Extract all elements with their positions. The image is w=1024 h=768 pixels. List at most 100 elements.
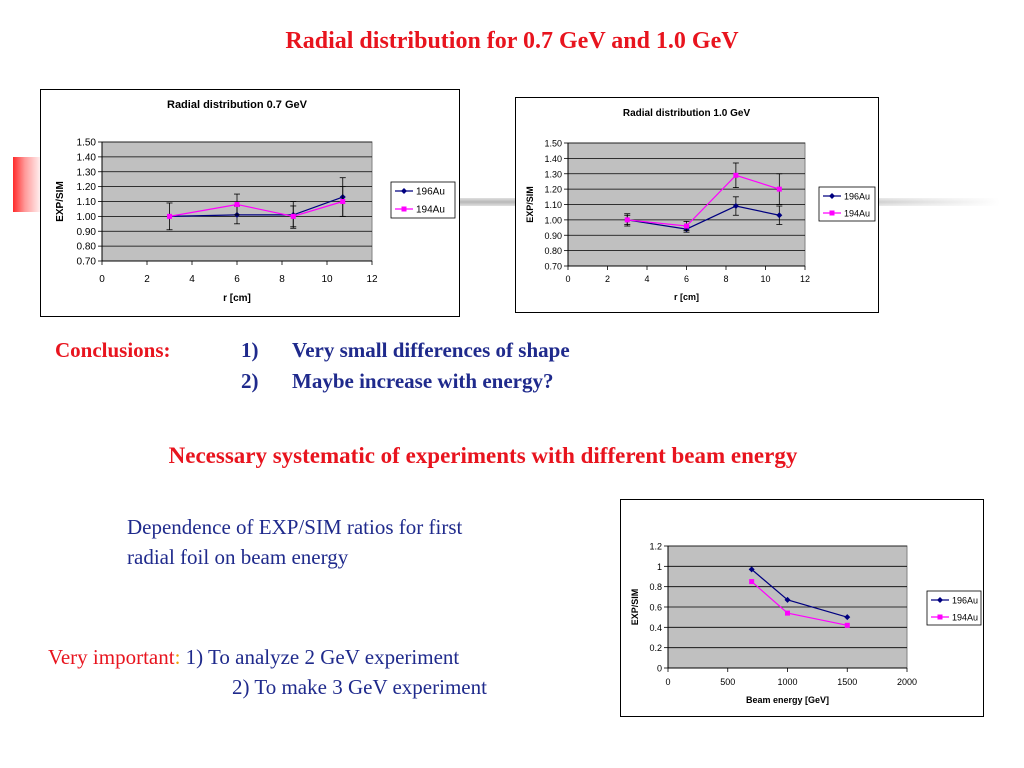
x-tick-label: 8 xyxy=(279,274,285,285)
point-194Au xyxy=(684,223,689,229)
dependence-line-2: radial foil on beam energy xyxy=(127,545,349,569)
decorative-red-gradient xyxy=(13,157,43,212)
y-tick-label: 0.8 xyxy=(649,582,662,592)
x-tick-label: 1000 xyxy=(777,677,797,687)
y-tick-label: 0.90 xyxy=(544,231,562,241)
point-194Au xyxy=(167,213,172,219)
y-tick-label: 0.4 xyxy=(649,623,662,633)
y-tick-label: 1 xyxy=(657,562,662,572)
dependence-line-1: Dependence of EXP/SIM ratios for first xyxy=(127,515,463,539)
x-tick-label: 2 xyxy=(605,274,610,284)
legend-label-196Au: 196Au xyxy=(844,192,870,202)
chart-title: Radial distribution 1.0 GeV xyxy=(623,108,751,119)
legend-label-194Au: 194Au xyxy=(952,613,978,623)
point-194Au xyxy=(290,213,296,219)
y-tick-label: 0.6 xyxy=(649,603,662,613)
legend-marker-194Au xyxy=(401,206,407,212)
legend-label-196Au: 196Au xyxy=(416,187,445,198)
point-196Au xyxy=(748,566,755,573)
y-tick-label: 0.70 xyxy=(544,262,562,272)
point-194Au xyxy=(340,199,346,204)
legend-box xyxy=(926,590,982,626)
legend-marker-194Au xyxy=(829,210,835,216)
y-tick-label: 1.50 xyxy=(544,139,562,149)
series-line-194Au xyxy=(169,200,343,217)
chart-beam-energy: 0 0.2 0.4 0.6 0.8 1 1.2 0 500 1000 1500 2000 Beam en… xyxy=(620,499,984,717)
y-tick-label: 0.80 xyxy=(544,246,562,256)
slide-title: Radial distribution for 0.7 GeV and 1.0 … xyxy=(285,28,739,54)
y-tick-label: 1.20 xyxy=(544,185,562,195)
y-tick-label: 0.90 xyxy=(77,227,97,238)
y-tick-label: 1.30 xyxy=(77,167,97,178)
chart-1-svg: Radial distribution 1.0 GeV 0.70 0.80 0.90 1… xyxy=(525,108,876,302)
y-tick-label: 1.10 xyxy=(544,200,562,210)
x-tick-label: 1500 xyxy=(837,677,857,687)
x-tick-label: 4 xyxy=(644,274,649,284)
y-axis-label: EXP/SIM xyxy=(525,186,535,223)
y-tick-label: 0.80 xyxy=(77,242,97,253)
x-tick-label: 0 xyxy=(665,677,670,687)
y-tick-label: 0.70 xyxy=(77,257,97,268)
important-item-1: 1) To analyze 2 GeV experiment xyxy=(185,645,460,669)
y-tick-label: 1.00 xyxy=(544,215,562,225)
y-tick-label: 1.30 xyxy=(544,169,562,179)
x-axis-label: Beam energy [GeV] xyxy=(746,695,829,705)
point-194Au xyxy=(234,201,240,207)
very-important-label: Very important xyxy=(48,645,175,669)
x-tick-label: 4 xyxy=(189,274,195,285)
x-axis-label: r [cm] xyxy=(223,293,251,304)
chart-radial-1-0-gev: Radial distribution 1.0 GeV 0.70 0.80 0.90 1… xyxy=(515,97,879,313)
y-tick-label: 0 xyxy=(657,664,662,674)
important-item-2: 2) To make 3 GeV experiment xyxy=(232,675,487,699)
point-196Au xyxy=(732,203,739,210)
x-tick-label: 10 xyxy=(321,274,333,285)
x-tick-label: 8 xyxy=(723,274,728,284)
x-tick-label: 12 xyxy=(366,274,378,285)
conclusion-1-text: Very small differences of shape xyxy=(292,338,570,362)
conclusions-label: Conclusions: xyxy=(55,338,171,362)
point-194Au xyxy=(844,622,850,628)
y-tick-label: 1.40 xyxy=(544,154,562,164)
point-194Au xyxy=(624,217,630,223)
legend-label-194Au: 194Au xyxy=(416,205,445,216)
legend-label-194Au: 194Au xyxy=(844,209,870,219)
point-196Au xyxy=(784,596,791,603)
point-196Au xyxy=(844,614,851,621)
legend-marker-196Au xyxy=(937,597,943,603)
x-tick-label: 10 xyxy=(760,274,770,284)
legend-marker-196Au xyxy=(401,188,407,194)
x-tick-label: 2 xyxy=(144,274,150,285)
chart-0-svg: Radial distribution 0.7 GeV 0.70 0.80 0.90 1… xyxy=(55,99,456,304)
point-194Au xyxy=(733,172,739,178)
x-tick-label: 0 xyxy=(99,274,105,285)
x-axis-label: r [cm] xyxy=(674,292,699,302)
conclusion-1-num: 1) xyxy=(241,338,259,362)
legend-marker-196Au xyxy=(829,193,835,199)
series-line-196Au xyxy=(169,196,343,217)
very-important-colon: : xyxy=(174,645,181,669)
x-tick-label: 500 xyxy=(720,677,735,687)
y-tick-label: 1.40 xyxy=(77,152,97,163)
point-194Au xyxy=(776,186,782,192)
y-axis-label: EXP/SIM xyxy=(630,589,640,626)
chart-radial-0-7-gev: Radial distribution 0.7 GeV 0.70 0.80 0.90 1… xyxy=(40,89,460,317)
y-tick-label: 1.2 xyxy=(649,542,662,552)
y-tick-label: 0.2 xyxy=(649,643,662,653)
legend-label-196Au: 196Au xyxy=(952,596,978,606)
series-line-194Au xyxy=(627,174,780,227)
y-axis-label: EXP/SIM xyxy=(55,181,66,222)
x-tick-label: 6 xyxy=(684,274,689,284)
conclusion-2-text: Maybe increase with energy? xyxy=(292,369,554,393)
point-194Au xyxy=(785,610,790,616)
chart-2-svg: 0 0.2 0.4 0.6 0.8 1 1.2 0 500 1000 1500 2000 Beam en… xyxy=(630,542,982,705)
series-line-196Au xyxy=(627,205,780,230)
x-tick-label: 0 xyxy=(565,274,570,284)
very-important-line-1: Very important: 1) To analyze 2 GeV expe… xyxy=(48,645,459,670)
y-tick-label: 1.20 xyxy=(77,182,97,193)
chart-title: Radial distribution 0.7 GeV xyxy=(167,99,308,111)
legend-box xyxy=(390,181,456,219)
y-tick-label: 1.50 xyxy=(77,138,97,149)
point-196Au xyxy=(776,212,783,219)
x-tick-label: 6 xyxy=(234,274,240,285)
x-tick-label: 12 xyxy=(800,274,810,284)
